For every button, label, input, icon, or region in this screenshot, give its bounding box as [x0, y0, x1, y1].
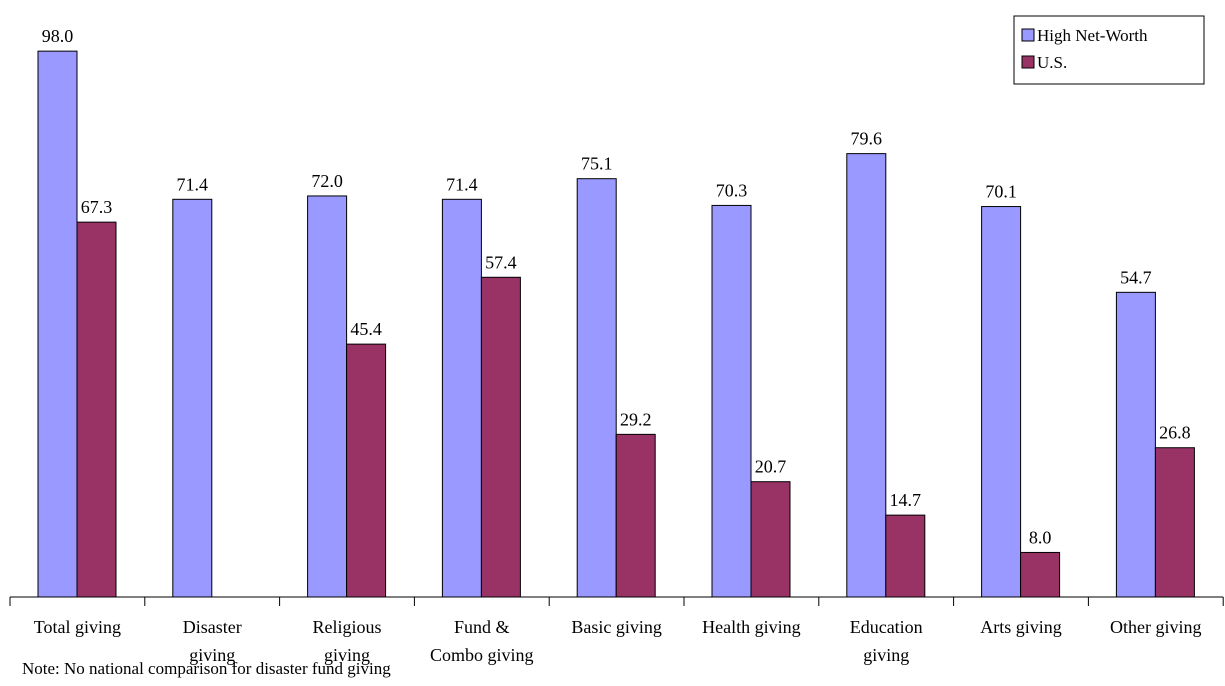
- legend-label-us: U.S.: [1037, 53, 1067, 72]
- bar-us-7: [1020, 551, 1061, 598]
- bar-us-5: [750, 481, 791, 598]
- x-axis: Total giving Disaster giving Religious givin…: [9, 596, 1224, 665]
- data-labels-layer: 98.0 67.3 71.4 72.0 45.4 71.4 57.4 75.1 29.2 70.3…: [42, 26, 1191, 547]
- data-label-high-net-worth-6: 79.6: [851, 129, 883, 149]
- data-label-us-5: 20.7: [755, 457, 787, 477]
- data-label-us-4: 29.2: [620, 409, 652, 429]
- data-label-us-2: 45.4: [350, 319, 382, 339]
- x-tick-label-3: Fund & Combo giving: [430, 617, 534, 665]
- bars-layer: [37, 50, 1195, 598]
- bar-us-0: [76, 221, 117, 598]
- data-label-us-3: 57.4: [485, 252, 517, 272]
- data-label-high-net-worth-1: 71.4: [177, 174, 209, 194]
- data-label-us-6: 14.7: [890, 490, 922, 510]
- x-tick-label-4: Basic giving: [571, 617, 662, 637]
- x-tick-label-7: Arts giving: [980, 617, 1062, 637]
- bar-us-6: [885, 514, 926, 598]
- data-label-high-net-worth-8: 54.7: [1120, 267, 1152, 287]
- x-tick-label-0: Total giving: [34, 617, 121, 637]
- bar-us-4: [615, 433, 656, 598]
- bar-high-net-worth-5: [711, 204, 752, 598]
- bar-us-8: [1154, 447, 1195, 598]
- data-label-us-0: 67.3: [81, 197, 113, 217]
- bar-us-3: [480, 276, 521, 598]
- bar-us-2: [346, 343, 387, 598]
- data-label-us-7: 8.0: [1029, 527, 1052, 547]
- data-label-high-net-worth-0: 98.0: [42, 26, 74, 46]
- data-label-high-net-worth-7: 70.1: [985, 182, 1017, 202]
- x-tick-label-6: Education giving: [850, 617, 923, 665]
- bar-high-net-worth-0: [37, 50, 78, 598]
- bar-high-net-worth-1: [172, 198, 213, 598]
- data-label-us-8: 26.8: [1159, 423, 1191, 443]
- legend-swatch-us: [1021, 55, 1035, 69]
- chart-note: Note: No national comparison for disaste…: [22, 659, 391, 678]
- legend-label-high-net-worth: High Net-Worth: [1037, 26, 1148, 45]
- bar-high-net-worth-3: [441, 198, 482, 598]
- data-label-high-net-worth-4: 75.1: [581, 154, 613, 174]
- bar-high-net-worth-8: [1115, 291, 1156, 598]
- bar-high-net-worth-6: [846, 153, 887, 598]
- x-tick-label-2: Religious giving: [312, 617, 381, 665]
- x-tick-label-5: Health giving: [702, 617, 800, 637]
- legend-box: [1013, 15, 1205, 85]
- x-tick-label-8: Other giving: [1110, 617, 1202, 637]
- data-label-high-net-worth-3: 71.4: [446, 174, 478, 194]
- x-tick-label-1: Disaster giving: [183, 617, 242, 665]
- legend: High Net-Worth U.S.: [1013, 15, 1205, 85]
- data-label-high-net-worth-2: 72.0: [311, 171, 343, 191]
- bar-high-net-worth-4: [576, 178, 617, 598]
- bar-high-net-worth-2: [307, 195, 348, 598]
- bar-high-net-worth-7: [981, 206, 1022, 598]
- data-label-high-net-worth-5: 70.3: [716, 180, 748, 200]
- legend-swatch-high-net-worth: [1021, 28, 1035, 42]
